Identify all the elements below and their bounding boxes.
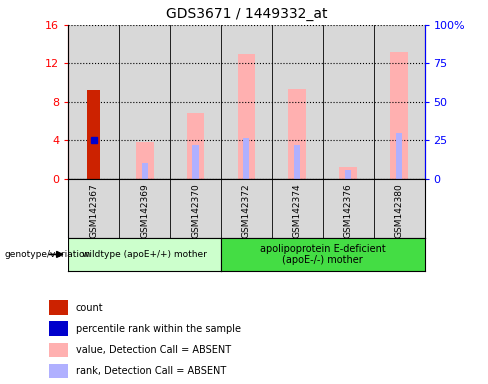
Bar (192, 145, 199, 179)
Text: GSM142367: GSM142367 (89, 183, 98, 238)
Bar (87, 90, 100, 179)
Text: wildtype (apoE+/+) mother: wildtype (apoE+/+) mother (82, 250, 207, 259)
Bar (294, 145, 301, 179)
Text: GSM142376: GSM142376 (344, 183, 353, 238)
Bar (339, 167, 357, 179)
Bar (244, 138, 249, 179)
Bar (142, 163, 148, 179)
Bar (390, 52, 408, 179)
Text: GSM142374: GSM142374 (293, 183, 302, 238)
Bar (238, 54, 255, 179)
Text: value, Detection Call = ABSENT: value, Detection Call = ABSENT (76, 345, 231, 355)
Bar (396, 134, 402, 179)
Bar (323, 25, 374, 179)
Bar (119, 25, 170, 179)
Text: apolipoprotein E-deficient
(apoE-/-) mother: apolipoprotein E-deficient (apoE-/-) mot… (260, 243, 386, 265)
Bar (374, 25, 425, 179)
Text: rank, Detection Call = ABSENT: rank, Detection Call = ABSENT (76, 366, 226, 376)
Bar (345, 170, 351, 179)
Text: count: count (76, 303, 103, 313)
Text: GSM142372: GSM142372 (242, 183, 251, 238)
Text: GSM142369: GSM142369 (140, 183, 149, 238)
Bar (221, 25, 272, 179)
Bar (272, 25, 323, 179)
Bar (288, 89, 306, 179)
Text: percentile rank within the sample: percentile rank within the sample (76, 324, 241, 334)
Bar (186, 113, 204, 179)
Bar (136, 142, 154, 179)
Bar (68, 25, 119, 179)
Text: genotype/variation: genotype/variation (5, 250, 91, 259)
Text: GSM142370: GSM142370 (191, 183, 200, 238)
Text: GSM142380: GSM142380 (395, 183, 404, 238)
Bar (170, 25, 221, 179)
Title: GDS3671 / 1449332_at: GDS3671 / 1449332_at (166, 7, 327, 21)
